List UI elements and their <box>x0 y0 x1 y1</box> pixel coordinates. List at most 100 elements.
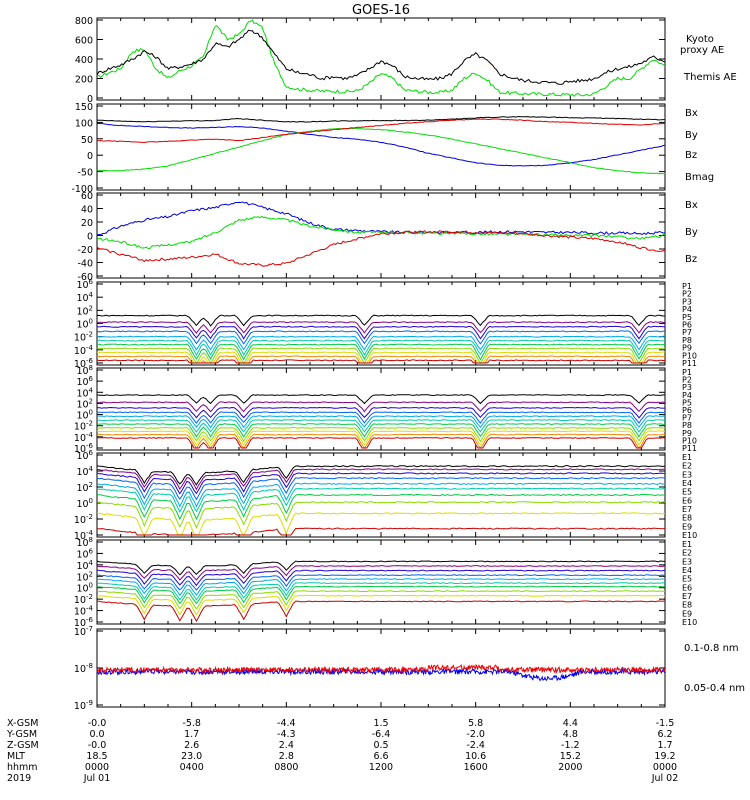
channel-line-e10 <box>96 527 666 536</box>
channel-line-e6 <box>96 582 666 601</box>
x-tick-value: Jul 01 <box>83 773 111 784</box>
y-tick-label: 106 <box>76 449 93 462</box>
x-tick-value: 0400 <box>180 762 204 773</box>
y-tick-label: 10-2 <box>74 513 93 526</box>
channel-line-e9 <box>96 512 666 536</box>
xray-line-short <box>96 667 666 682</box>
channel-line-p10 <box>96 433 666 449</box>
legend-p11: P11 <box>682 359 697 368</box>
x-tick-value: 1.5 <box>373 718 388 729</box>
y-tick-label: 50 <box>81 135 93 146</box>
y-tick-label: 20 <box>81 218 93 229</box>
x-tick-value: 6.6 <box>373 751 388 762</box>
x-tick-value: Jul 02 <box>651 773 679 784</box>
legend-p7: P7 <box>682 414 692 423</box>
x-tick-value: 1600 <box>464 762 488 773</box>
x-tick-value: 0.5 <box>373 740 388 751</box>
channel-line-e5 <box>96 482 666 508</box>
legend-e2: E2 <box>682 549 692 558</box>
channel-line-p3 <box>96 325 665 340</box>
x-tick-value: -2.0 <box>466 729 485 740</box>
channel-line-p7 <box>96 343 665 361</box>
series-line-bmag <box>96 115 665 123</box>
x-tick-value: 10.6 <box>465 751 486 762</box>
x-tick-value: -5.8 <box>182 718 201 729</box>
x-tick-value: 2.4 <box>279 740 294 751</box>
legend-e3: E3 <box>682 470 692 479</box>
channel-line-p7 <box>96 423 666 438</box>
series-line-by <box>96 215 666 250</box>
y-tick-label: 102 <box>76 304 93 317</box>
legend-e9: E9 <box>682 609 692 618</box>
y-tick-label: 60 <box>81 191 93 202</box>
legend-p5: P5 <box>682 398 692 407</box>
legend-e1: E1 <box>682 540 692 549</box>
y-tick-label: 10-6 <box>74 357 94 370</box>
panel-frame <box>96 628 666 708</box>
y-tick-label: 10-8 <box>74 662 93 675</box>
y-tick-label: 102 <box>76 397 93 410</box>
y-tick-label: 102 <box>76 481 93 494</box>
channel-line-e4 <box>96 477 666 501</box>
legend-e9: E9 <box>682 522 692 531</box>
x-tick-value: 1.7 <box>184 729 199 740</box>
y-tick-label: 200 <box>75 75 93 86</box>
channel-line-p8 <box>96 347 665 364</box>
channel-line-e3 <box>96 472 666 495</box>
channel-line-p8 <box>96 426 666 443</box>
legend-p2: P2 <box>682 290 692 299</box>
y-tick-label: 106 <box>76 547 93 560</box>
x-tick-value: 19.2 <box>654 751 675 762</box>
channel-line-p5 <box>96 335 665 351</box>
x-tick-value: 0800 <box>274 762 298 773</box>
channel-line-e1 <box>96 465 666 486</box>
legend-p6: P6 <box>682 406 692 415</box>
x-tick-value: -0.0 <box>88 718 107 729</box>
legend-e7: E7 <box>682 505 692 514</box>
channel-line-p6 <box>96 419 666 433</box>
y-tick-label: 100 <box>76 409 93 422</box>
channel-line-e1 <box>96 560 666 576</box>
legend-p1: P1 <box>682 368 692 377</box>
series-line-bz <box>96 230 666 267</box>
x-tick-value: 2.8 <box>279 751 294 762</box>
legend-e3: E3 <box>682 557 692 566</box>
y-tick-label: 10-4 <box>74 529 94 542</box>
x-row-label: 2019 <box>7 773 31 784</box>
channel-line-e9 <box>96 594 666 616</box>
x-tick-value: 0000 <box>85 762 109 773</box>
channel-line-p9 <box>96 430 666 447</box>
y-tick-label: 600 <box>75 36 93 47</box>
legend-e4: E4 <box>682 479 692 488</box>
channel-line-p6 <box>96 339 665 356</box>
legend-p8: P8 <box>682 421 692 430</box>
y-tick-label: 10-2 <box>74 420 93 433</box>
panel-frame <box>96 192 666 279</box>
legend-bmag: Bmag <box>685 172 714 183</box>
legend-kyoto: Kyoto <box>686 34 714 45</box>
legend-p7: P7 <box>682 328 692 337</box>
y-tick-label: 10-4 <box>74 431 94 444</box>
y-tick-label: 10-6 <box>74 442 94 455</box>
legend-e4: E4 <box>682 566 692 575</box>
series-line-by <box>96 127 666 175</box>
legend-by: By <box>685 130 698 141</box>
y-tick-label: -50 <box>77 168 93 179</box>
y-tick-label: 100 <box>76 318 93 331</box>
y-tick-label: 0 <box>87 94 93 105</box>
channel-line-e3 <box>96 569 666 587</box>
x-tick-value: 4.8 <box>563 729 578 740</box>
y-tick-label: 102 <box>76 570 93 583</box>
y-tick-label: 108 <box>76 364 93 377</box>
x-row-label: MLT <box>7 751 25 762</box>
x-tick-value: -4.4 <box>277 718 296 729</box>
legend-e10: E10 <box>682 531 697 540</box>
legend-proxy-ae: proxy AE <box>680 45 724 56</box>
legend-e8: E8 <box>682 601 692 610</box>
series-line-bx <box>96 201 666 237</box>
x-tick-value: 15.2 <box>560 751 581 762</box>
y-tick-label: 40 <box>81 205 93 216</box>
channel-line-p2 <box>96 321 665 334</box>
legend-p10: P10 <box>682 436 697 445</box>
x-tick-value: -1.5 <box>656 718 675 729</box>
